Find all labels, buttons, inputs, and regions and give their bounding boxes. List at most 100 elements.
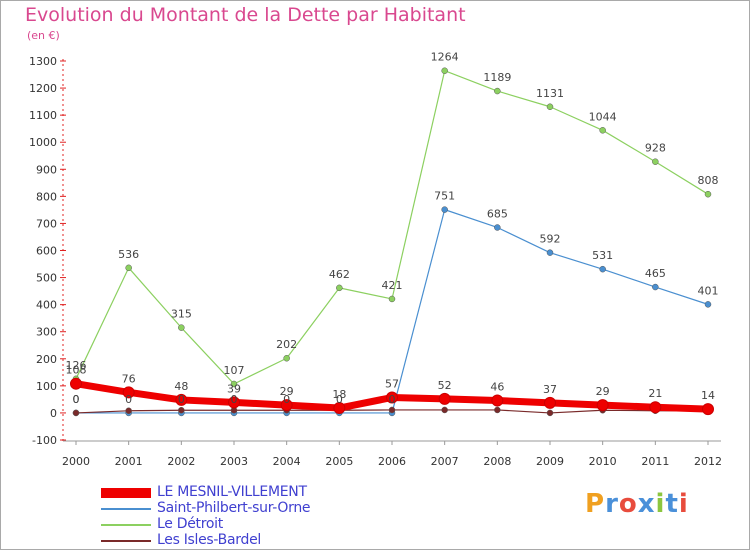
data-label: 21 xyxy=(648,387,662,400)
data-point xyxy=(178,406,185,414)
data-point xyxy=(704,301,712,308)
legend-label: LE MESNIL-VILLEMENT xyxy=(157,484,307,500)
data-point xyxy=(70,377,82,390)
x-tick-label: 2000 xyxy=(62,455,90,468)
data-point xyxy=(122,386,135,399)
x-tick-label: 2002 xyxy=(167,455,195,468)
data-label: 536 xyxy=(118,248,139,261)
data-label: 0 xyxy=(178,393,185,406)
y-tick-label: 600 xyxy=(36,245,57,258)
y-tick-label: 300 xyxy=(36,326,57,339)
data-label: 0 xyxy=(389,393,396,406)
data-point xyxy=(494,87,501,95)
data-label: 39 xyxy=(227,382,241,395)
data-point xyxy=(544,396,556,409)
data-point xyxy=(441,406,448,414)
data-point xyxy=(280,399,293,412)
data-label: 0 xyxy=(283,393,290,406)
logo-letter: r xyxy=(605,489,619,519)
data-label: 421 xyxy=(382,279,403,292)
legend-label: Les Isles-Bardel xyxy=(157,532,261,548)
data-point xyxy=(546,103,554,111)
chart-title: Evolution du Montant de la Dette par Hab… xyxy=(25,4,466,26)
data-point xyxy=(704,190,712,198)
x-tick-label: 2010 xyxy=(589,455,617,468)
data-label: 126 xyxy=(66,359,87,372)
data-label: 685 xyxy=(487,207,508,220)
logo-letter: x xyxy=(637,489,656,519)
data-labels: 126 536 315 107 202 462 421 1264 1189 1131 1044 928… xyxy=(66,51,719,406)
data-point xyxy=(438,392,451,405)
data-point xyxy=(491,394,504,407)
data-label: 46 xyxy=(490,380,504,393)
x-tick-label: 2008 xyxy=(483,455,511,468)
data-point xyxy=(652,158,659,165)
y-tick-label: 900 xyxy=(36,163,57,176)
y-tick-label: 700 xyxy=(36,217,57,230)
y-tick-label: 1300 xyxy=(29,55,57,68)
proxiti-logo: Proxiti xyxy=(585,489,689,519)
data-label: 465 xyxy=(645,267,666,280)
data-point xyxy=(599,265,606,273)
data-label: 0 xyxy=(125,393,132,406)
logo-letter: o xyxy=(618,489,638,519)
data-point xyxy=(494,406,501,414)
data-label: 0 xyxy=(231,393,238,406)
logo-letter: i xyxy=(655,489,666,519)
data-label: 14 xyxy=(701,389,715,402)
data-point xyxy=(178,324,185,331)
y-tick-label: 0 xyxy=(50,407,57,420)
axes: -100010020030040050060070080090010001100… xyxy=(29,55,722,468)
y-tick-label: 100 xyxy=(36,380,57,393)
x-tick-label: 2005 xyxy=(325,455,353,468)
data-point xyxy=(283,354,290,362)
data-point xyxy=(546,249,554,256)
data-label: 52 xyxy=(438,379,452,392)
data-point xyxy=(546,409,554,417)
chart-subtitle: (en €) xyxy=(27,29,60,42)
x-tick-label: 2006 xyxy=(378,455,406,468)
data-label: 462 xyxy=(329,268,350,281)
y-tick-label: 400 xyxy=(36,299,57,312)
data-point xyxy=(336,284,343,292)
logo-letter: i xyxy=(678,489,689,519)
data-point xyxy=(388,406,396,414)
legend-swatch xyxy=(101,540,151,542)
series-group xyxy=(70,67,714,417)
data-point xyxy=(228,396,240,409)
data-label: 0 xyxy=(336,393,343,406)
data-label: 808 xyxy=(698,174,719,187)
data-point xyxy=(333,402,346,415)
data-label: 37 xyxy=(543,383,557,396)
data-label: 57 xyxy=(385,377,399,390)
x-tick-label: 2003 xyxy=(220,455,248,468)
data-point xyxy=(386,391,398,404)
data-label: 202 xyxy=(276,338,297,351)
legend-label: Le Détroit xyxy=(157,516,223,532)
y-tick-label: 1100 xyxy=(29,109,57,122)
data-point xyxy=(125,407,132,415)
data-label: 928 xyxy=(645,142,666,155)
legend-swatch xyxy=(101,508,151,510)
data-point xyxy=(596,399,609,412)
legend-label: Saint-Philbert-sur-Orne xyxy=(157,500,311,516)
data-label: 1044 xyxy=(589,110,617,123)
data-label: 531 xyxy=(592,249,613,262)
data-label: 1189 xyxy=(483,71,511,84)
y-tick-label: 200 xyxy=(36,353,57,366)
legend-swatch xyxy=(101,524,151,526)
data-label: 0 xyxy=(73,393,80,406)
y-tick-label: 1000 xyxy=(29,136,57,149)
data-label: 76 xyxy=(122,372,136,385)
data-point xyxy=(649,401,662,414)
y-tick-label: 800 xyxy=(36,190,57,203)
data-point xyxy=(230,380,238,388)
data-point xyxy=(125,264,132,272)
data-point xyxy=(441,67,448,74)
data-label: 751 xyxy=(434,190,455,203)
logo-letter: t xyxy=(665,489,679,519)
logo-letter: P xyxy=(585,489,606,519)
data-point xyxy=(652,283,659,291)
